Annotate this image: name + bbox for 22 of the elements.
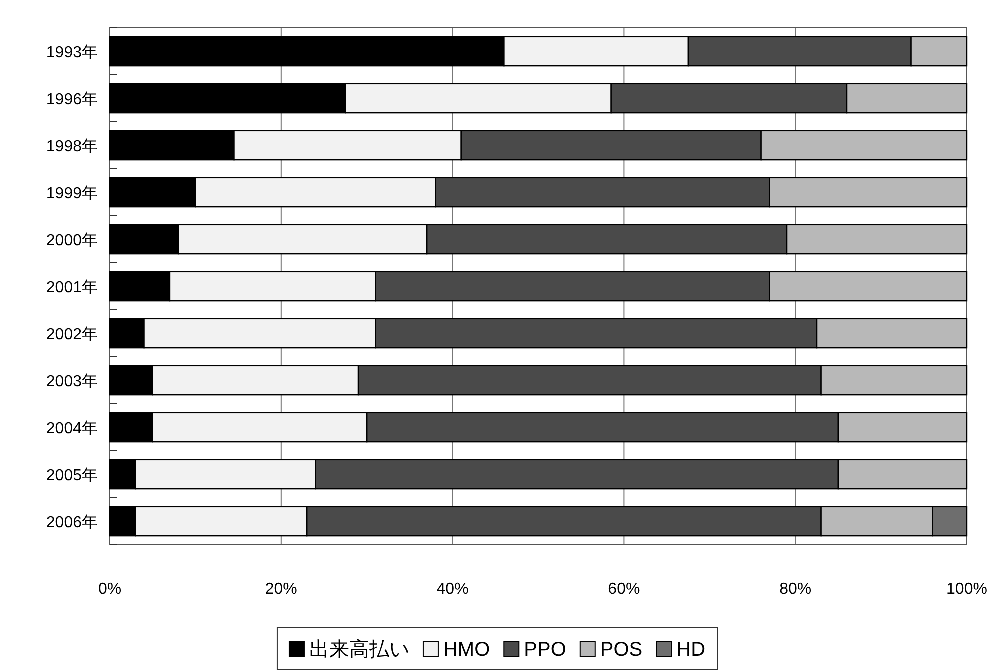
x-tick-label: 0% xyxy=(98,581,122,598)
y-tick-label: 2002年 xyxy=(46,326,98,344)
x-tick-label: 20% xyxy=(265,581,298,598)
y-tick-label: 1996年 xyxy=(46,92,98,108)
y-tick-label: 2004年 xyxy=(46,420,98,438)
x-tick-label: 40% xyxy=(436,581,469,598)
legend-label: HMO xyxy=(443,639,490,661)
y-tick-label: 1993年 xyxy=(46,44,98,62)
x-tick-label: 80% xyxy=(780,581,812,598)
y-tick-label: 2006年 xyxy=(46,514,98,532)
y-tick-label: 1999年 xyxy=(46,186,98,202)
legend-label: HD xyxy=(676,639,706,661)
legend-label: PPO xyxy=(524,639,566,661)
y-tick-label: 1998年 xyxy=(46,138,98,156)
y-tick-label: 2003年 xyxy=(46,374,98,390)
y-tick-label: 2005年 xyxy=(46,468,98,484)
x-tick-label: 60% xyxy=(608,581,640,598)
y-tick-label: 2001年 xyxy=(46,280,98,296)
y-tick-label: 2000年 xyxy=(46,232,98,250)
legend-label: POS xyxy=(600,639,643,661)
x-tick-label: 100% xyxy=(946,581,988,598)
legend-label: 出来高払い xyxy=(309,638,410,661)
